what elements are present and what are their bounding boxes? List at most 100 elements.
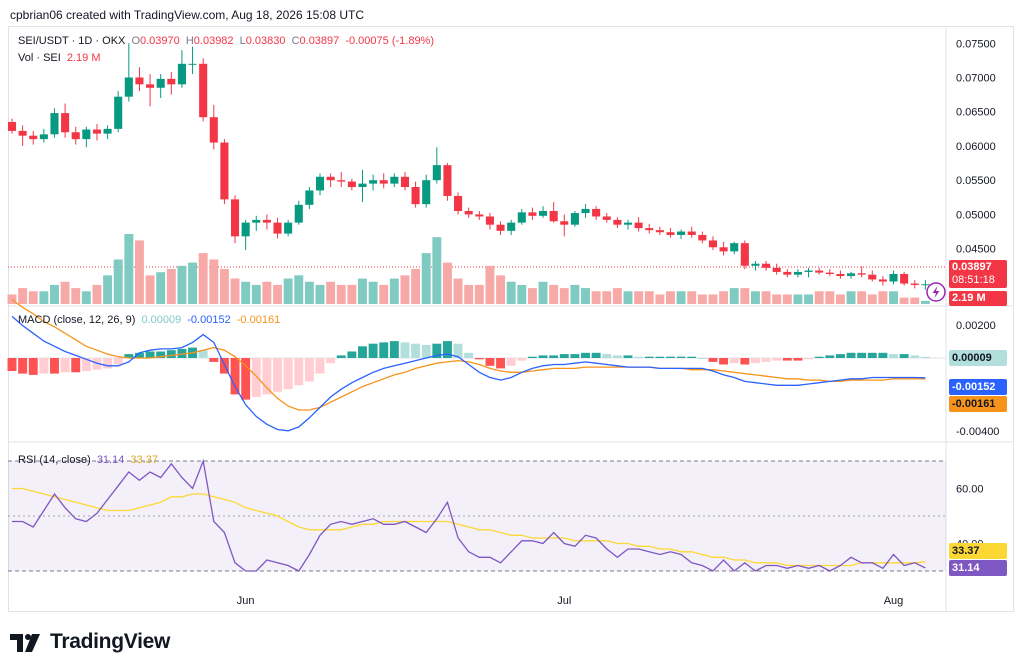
rsi-ma-value: 33.37 xyxy=(130,454,158,466)
volume-bar xyxy=(506,281,516,304)
candle-body xyxy=(836,273,845,277)
candle-body xyxy=(284,222,293,234)
candle-body xyxy=(751,263,760,266)
macd-histogram-bar xyxy=(750,358,760,364)
volume-bar xyxy=(464,284,474,304)
volume-bar xyxy=(379,284,389,304)
candle-body xyxy=(61,113,70,133)
macd-histogram-bar xyxy=(464,352,474,358)
macd-histogram-bar xyxy=(230,358,240,395)
macd-histogram-bar xyxy=(835,354,845,358)
volume-bar xyxy=(804,294,814,304)
volume-bar xyxy=(857,291,867,304)
macd-histogram-bar xyxy=(602,354,612,358)
macd-histogram-bar xyxy=(708,358,718,362)
candle-body xyxy=(199,63,208,118)
macd-histogram-bar xyxy=(411,343,421,358)
volume-bar xyxy=(124,234,134,304)
volume-bar xyxy=(71,288,81,304)
price-badge: 0.03897 08:51:18 xyxy=(949,260,1007,288)
macd-histogram-bar xyxy=(804,358,814,360)
volume-bars xyxy=(7,234,930,304)
volume-bar xyxy=(570,284,580,304)
lightning-icon[interactable] xyxy=(926,282,946,302)
price-tick-label: 0.06000 xyxy=(956,141,996,153)
candle-body xyxy=(485,216,494,225)
macd-histogram-bar xyxy=(198,350,208,358)
rsi-label[interactable]: RSI (14, close) xyxy=(18,454,91,466)
volume-bar xyxy=(134,240,144,304)
macd-histogram-bar xyxy=(453,343,463,358)
volume-bar xyxy=(177,265,187,304)
chart-frame[interactable] xyxy=(8,26,1014,612)
macd-histogram-bar xyxy=(81,358,91,371)
volume-bar xyxy=(442,262,452,304)
candle-body xyxy=(666,232,675,235)
macd-histogram-bar xyxy=(857,352,867,358)
macd-histogram-bar xyxy=(910,355,920,358)
volume-bar xyxy=(793,294,803,304)
volume-bar xyxy=(188,262,198,304)
macd-histogram-bar xyxy=(687,356,697,358)
macd-histogram-bar xyxy=(389,341,399,358)
volume-bar xyxy=(28,291,38,304)
macd-histogram-bar xyxy=(867,352,877,358)
candle-body xyxy=(230,199,240,237)
candle-body xyxy=(846,273,856,277)
rsi-pane xyxy=(12,458,926,572)
candle-body xyxy=(698,234,707,241)
macd-histogram-bar xyxy=(294,358,304,386)
candle-body xyxy=(177,63,186,85)
macd-histogram-bar xyxy=(474,358,484,360)
volume-label[interactable]: Vol · SEI xyxy=(18,52,61,64)
macd-histogram-bar xyxy=(761,358,771,362)
candle-body xyxy=(71,132,80,140)
volume-bar xyxy=(676,291,686,304)
macd-histogram-bar xyxy=(793,358,803,361)
candle-body xyxy=(188,63,197,65)
price-tick-label: 0.05500 xyxy=(956,175,996,187)
volume-bar xyxy=(666,291,675,304)
volume-badge: 2.19 M xyxy=(949,291,1007,306)
volume-bar xyxy=(411,269,421,304)
candle-body xyxy=(146,84,155,88)
macd-histogram-bar xyxy=(50,358,59,374)
price-tick-label: 0.07000 xyxy=(956,73,996,85)
close-value: 0.03897 xyxy=(299,35,340,47)
macd-legend: MACD (close, 12, 26, 9) 0.00009 -0.00152… xyxy=(18,314,283,326)
macd-histogram-bar xyxy=(740,358,750,365)
macd-histogram-bar xyxy=(113,358,123,365)
volume-bar xyxy=(209,259,219,304)
volume-bar xyxy=(39,291,49,304)
macd-histogram-bar xyxy=(814,356,824,358)
candle-body xyxy=(528,212,537,216)
macd-histogram-bar xyxy=(262,358,272,395)
volume-bar xyxy=(326,281,336,304)
candle-body xyxy=(623,222,633,225)
candle-body xyxy=(708,240,718,248)
macd-histogram-bar xyxy=(60,358,70,373)
macd-histogram-bar xyxy=(28,358,38,375)
volume-bar xyxy=(219,269,229,304)
macd-histogram-bar xyxy=(846,352,856,358)
macd-label[interactable]: MACD (close, 12, 26, 9) xyxy=(18,314,136,326)
candle-body xyxy=(804,270,813,272)
symbol-label[interactable]: SEI/USDT · 1D · OKX xyxy=(18,35,126,47)
volume-bar xyxy=(304,281,314,304)
candle-body xyxy=(273,222,282,234)
macd-histogram-bar xyxy=(527,356,537,358)
volume-bar xyxy=(719,291,729,304)
volume-bar xyxy=(145,275,155,304)
macd-histogram-bar xyxy=(549,355,559,358)
tradingview-logo[interactable]: TradingView xyxy=(10,630,170,654)
macd-histogram-bar xyxy=(400,342,410,358)
volume-bar xyxy=(347,284,357,304)
x-tick-label: Jul xyxy=(557,595,571,607)
countdown: 08:51:18 xyxy=(952,274,995,286)
candle-body xyxy=(167,78,176,85)
macd-histogram-bar xyxy=(772,358,782,361)
volume-bar xyxy=(453,278,463,304)
change-value: -0.00075 (-1.89%) xyxy=(345,35,435,47)
candle-body xyxy=(560,221,569,225)
